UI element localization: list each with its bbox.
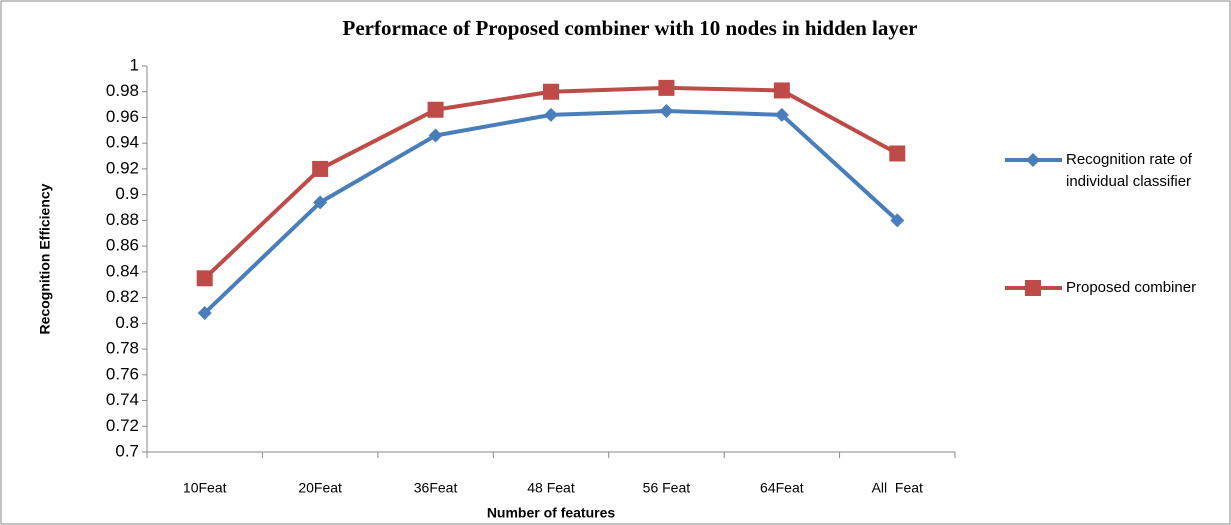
- y-tick-label: 0.9: [115, 184, 139, 203]
- y-tick-label: 0.92: [106, 158, 139, 177]
- point-marker: [197, 306, 212, 321]
- x-tick-label: 48 Feat: [527, 480, 575, 496]
- point-marker: [313, 195, 328, 210]
- y-tick-label: 0.94: [106, 133, 139, 152]
- y-tick-label: 0.82: [106, 287, 139, 306]
- y-tick-label: 0.78: [106, 339, 139, 358]
- y-tick-label: 0.84: [106, 261, 139, 280]
- y-tick-label: 0.7: [115, 441, 139, 460]
- chart-title: Performace of Proposed combiner with 10 …: [343, 16, 918, 40]
- legend-label: Proposed combiner: [1066, 279, 1197, 296]
- point-marker: [544, 107, 558, 122]
- x-tick-label: 56 Feat: [643, 480, 691, 496]
- y-axis-label: Recognition Efficiency: [37, 183, 53, 334]
- y-tick-label: 0.8: [115, 313, 139, 332]
- legend-label: Recognition rate of individual classifie…: [1066, 151, 1192, 190]
- point-marker: [774, 107, 789, 122]
- y-tick-label: 0.96: [106, 107, 139, 126]
- x-tick-label: 20Feat: [298, 480, 342, 496]
- point-marker: [889, 145, 906, 162]
- point-marker: [428, 128, 443, 143]
- point-marker: [427, 101, 444, 118]
- x-tick-label: 64Feat: [760, 480, 804, 496]
- y-tick-label: 1: [130, 55, 139, 74]
- x-tick-label: 36Feat: [414, 480, 458, 496]
- point-marker: [773, 82, 790, 99]
- legend-marker: [1025, 280, 1041, 296]
- point-marker: [890, 213, 905, 228]
- legend-marker: [1026, 153, 1040, 167]
- y-tick-label: 0.88: [106, 210, 139, 229]
- x-tick-label: All Feat: [872, 480, 923, 496]
- point-marker: [543, 83, 559, 100]
- x-axis-label: Number of features: [487, 505, 616, 521]
- y-tick-label: 0.76: [106, 364, 139, 383]
- point-marker: [312, 160, 329, 177]
- y-tick-label: 0.86: [106, 236, 139, 255]
- x-tick-label: 10Feat: [183, 480, 227, 496]
- point-marker: [658, 79, 675, 96]
- y-tick-label: 0.74: [106, 390, 139, 409]
- y-tick-label: 0.72: [106, 416, 139, 435]
- point-marker: [196, 270, 213, 287]
- y-tick-label: 0.98: [106, 81, 139, 100]
- point-marker: [659, 104, 674, 119]
